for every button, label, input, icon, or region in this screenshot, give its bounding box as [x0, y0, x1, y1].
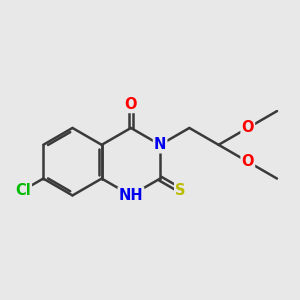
Text: N: N [154, 137, 166, 152]
Text: O: O [242, 121, 254, 136]
Text: Cl: Cl [15, 183, 31, 198]
Text: O: O [125, 97, 137, 112]
Text: S: S [175, 183, 186, 198]
Text: O: O [242, 154, 254, 169]
Text: NH: NH [118, 188, 143, 203]
